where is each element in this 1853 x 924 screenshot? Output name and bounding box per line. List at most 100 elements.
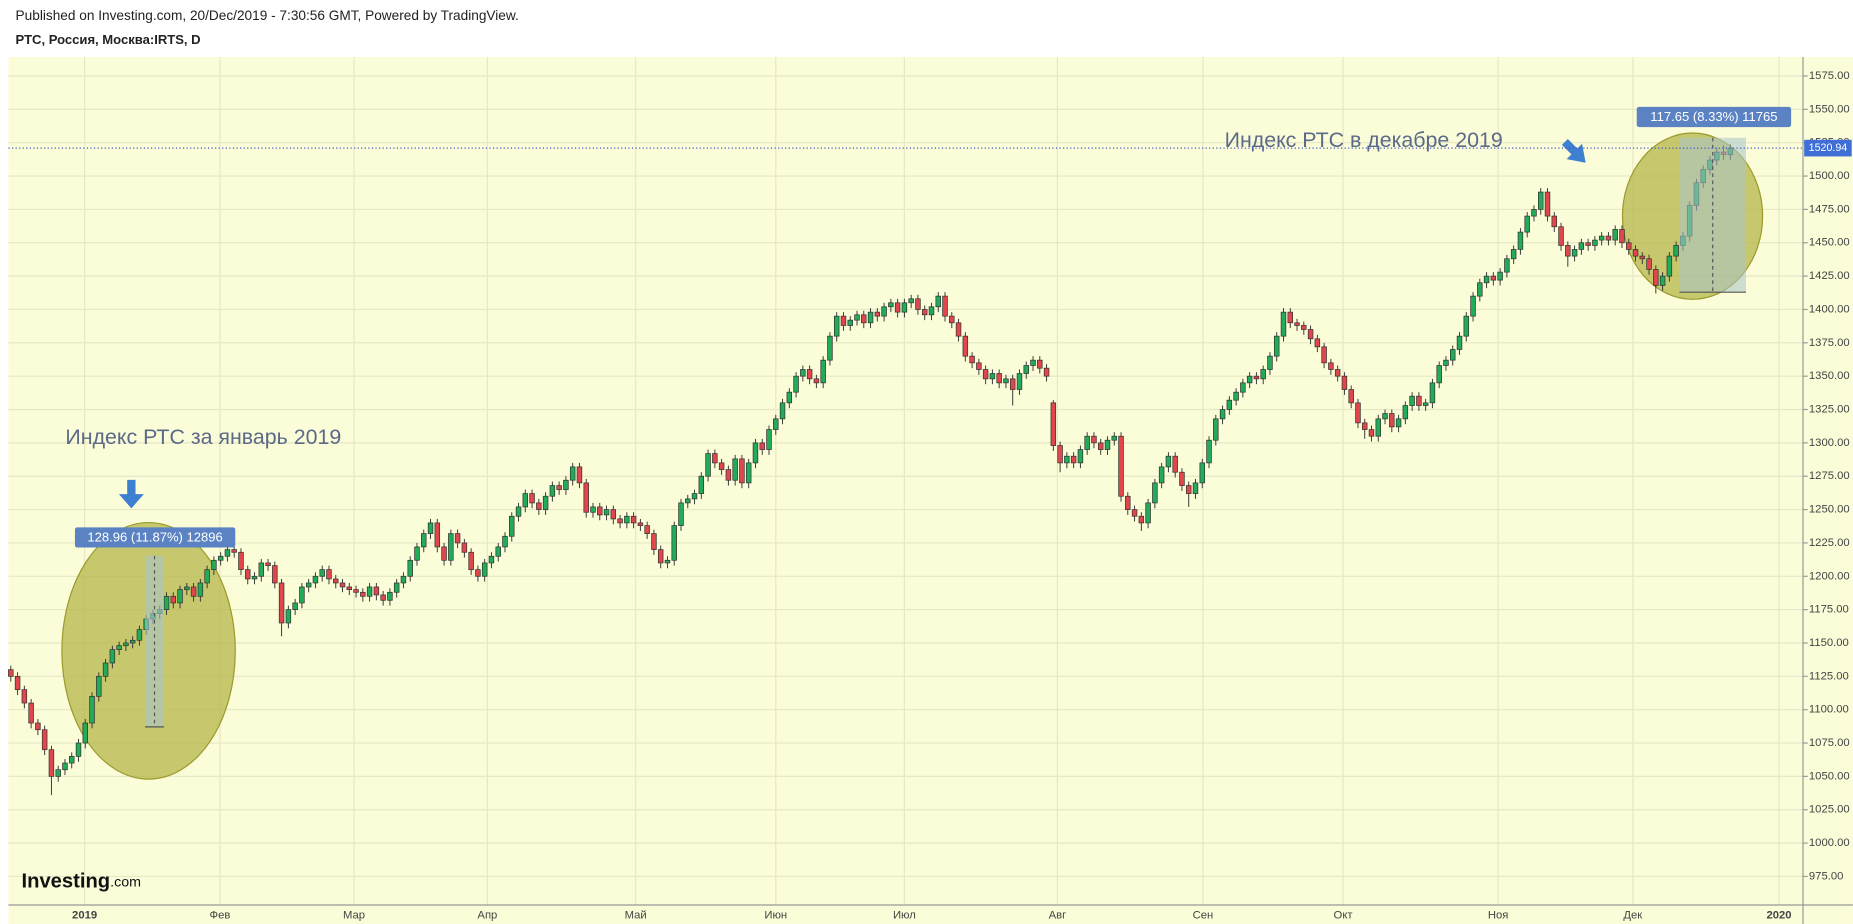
- candle-body: [481, 562, 488, 577]
- candle-body: [1307, 329, 1314, 340]
- candle-body: [35, 722, 41, 731]
- candle-body: [1361, 422, 1368, 430]
- candle-body: [55, 769, 61, 777]
- candle-body: [278, 582, 285, 624]
- candle-body: [1246, 375, 1253, 384]
- candle-body: [1240, 382, 1246, 393]
- candle-body: [1084, 435, 1090, 450]
- candle-body: [1097, 442, 1104, 450]
- candle-body: [123, 642, 129, 647]
- candle-body: [610, 509, 617, 520]
- candle-body: [75, 742, 82, 757]
- candle-body: [644, 525, 650, 534]
- candle-body: [1348, 389, 1354, 404]
- candle-body: [739, 458, 745, 484]
- candle-body: [292, 602, 298, 610]
- candle-body: [258, 562, 265, 577]
- candle-body: [1639, 255, 1646, 260]
- candle-body: [475, 569, 481, 577]
- candle-body: [1571, 249, 1578, 257]
- candle-body: [671, 525, 677, 561]
- candle-body: [1578, 242, 1585, 250]
- candle-body: [1125, 495, 1131, 510]
- candle-body: [285, 609, 292, 624]
- y-tick-label: 975.00: [1809, 870, 1843, 882]
- candle-body: [969, 355, 975, 364]
- candle-body: [468, 551, 474, 570]
- candles: [8, 144, 1734, 796]
- y-tick-label: 1425.00: [1809, 270, 1850, 282]
- candle-body: [1213, 418, 1219, 441]
- chart-title: РТС, Россия, Москва:IRTS, D: [16, 32, 201, 47]
- x-tick-label: Фев: [210, 910, 231, 922]
- candle-body: [1023, 365, 1029, 374]
- candle-body: [793, 375, 799, 393]
- candle-body: [861, 314, 867, 324]
- candle-body: [1267, 355, 1273, 370]
- candle-body: [21, 689, 28, 704]
- candle-body: [806, 369, 813, 380]
- y-tick-label: 1325.00: [1809, 404, 1850, 416]
- y-tick-label: 1450.00: [1809, 237, 1850, 249]
- candle-body: [536, 502, 542, 510]
- candle-body: [908, 298, 914, 304]
- annotation: Индекс РТС в декабре 2019: [1225, 128, 1503, 152]
- candle-body: [211, 559, 217, 570]
- candle-body: [319, 569, 325, 577]
- candle-body: [637, 522, 644, 526]
- candle-body: [305, 582, 312, 588]
- candle-body: [217, 555, 224, 561]
- candle-body: [800, 369, 806, 377]
- candle-body: [1131, 509, 1138, 517]
- candle-body: [1565, 245, 1571, 257]
- candle-body: [48, 749, 55, 777]
- candle-body: [360, 591, 366, 597]
- x-tick-label: Сен: [1193, 910, 1214, 922]
- y-tick-label: 1225.00: [1809, 537, 1850, 549]
- candle-body: [597, 506, 603, 516]
- candle-body: [1531, 209, 1537, 217]
- candle-body: [1334, 369, 1341, 377]
- candle-body: [373, 586, 380, 596]
- candle-body: [1192, 482, 1199, 494]
- candle-body: [1626, 242, 1632, 250]
- candle-body: [1558, 226, 1564, 246]
- candle-body: [1402, 405, 1409, 420]
- candle-body: [691, 493, 698, 500]
- candle-body: [630, 515, 637, 524]
- candle-body: [921, 309, 928, 316]
- y-tick-label: 1400.00: [1809, 303, 1850, 315]
- candle-body: [1395, 418, 1402, 428]
- candle-body: [745, 462, 752, 484]
- y-tick-label: 1475.00: [1809, 203, 1850, 215]
- candle-body: [556, 485, 562, 490]
- candle-body: [1064, 455, 1070, 464]
- candle-body: [515, 506, 522, 517]
- candle-body: [224, 549, 231, 557]
- candle-body: [1185, 485, 1192, 494]
- x-tick-label: Июн: [764, 910, 787, 922]
- candle-body: [1666, 255, 1673, 277]
- candle-body: [1206, 439, 1212, 464]
- candle-body: [989, 373, 996, 380]
- candle-body: [1030, 359, 1036, 366]
- candle-body: [163, 595, 170, 610]
- y-tick-label: 1375.00: [1809, 337, 1850, 349]
- candle-body: [976, 362, 982, 370]
- logo-main: Investing: [22, 871, 111, 893]
- candle-body: [1341, 375, 1348, 390]
- y-tick-label: 1025.00: [1809, 804, 1850, 816]
- candle-body: [982, 369, 989, 380]
- candle-body: [190, 586, 197, 597]
- candle-body: [563, 479, 569, 490]
- candle-body: [590, 506, 596, 513]
- candle-body: [170, 595, 177, 604]
- candle-body: [820, 359, 826, 384]
- candle-body: [996, 373, 1002, 384]
- measure-label-bg: [74, 527, 236, 548]
- candle-body: [1219, 409, 1226, 420]
- candle-body: [698, 475, 705, 494]
- candle-body: [657, 549, 664, 564]
